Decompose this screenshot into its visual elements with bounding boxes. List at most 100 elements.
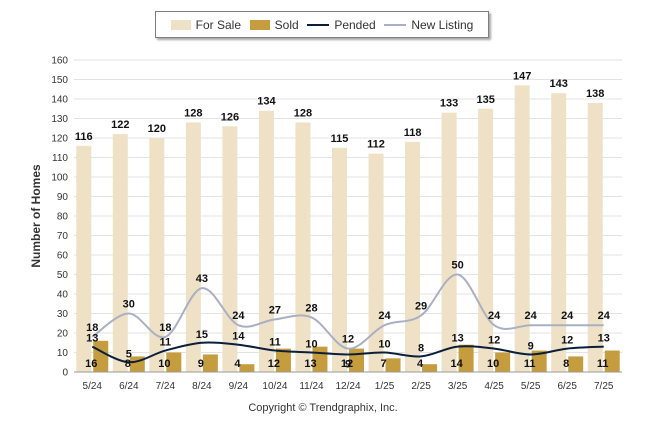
- x-tick-label: 7/25: [594, 381, 614, 392]
- x-tick-label: 6/25: [557, 381, 577, 392]
- data-label-sold: 11: [597, 358, 609, 370]
- data-label-new-listing: 24: [378, 310, 391, 322]
- legend-line-swatch: [307, 23, 330, 26]
- bar-sold: [458, 344, 474, 372]
- x-tick-label: 9/24: [229, 381, 249, 392]
- bar-sold: [166, 352, 182, 372]
- data-label-sold: 7: [380, 358, 386, 370]
- y-tick-label: 100: [51, 173, 68, 184]
- data-label-new-listing: 24: [561, 310, 574, 322]
- data-label-for-sale: 128: [294, 107, 312, 119]
- bar-for-sale: [332, 147, 347, 372]
- data-label-for-sale: 138: [586, 88, 604, 100]
- y-tick-label: 160: [51, 56, 68, 67]
- legend-item: Pended: [307, 17, 376, 32]
- data-label-pended: 9: [345, 358, 351, 370]
- data-label-for-sale: 122: [111, 119, 129, 131]
- data-label-sold: 12: [341, 358, 353, 370]
- bar-sold: [422, 364, 438, 372]
- x-tick-label: 1/25: [375, 381, 395, 392]
- data-label-pended: 15: [196, 329, 208, 341]
- y-tick-label: 110: [52, 153, 68, 164]
- legend-item: Sold: [249, 18, 299, 32]
- bar-sold: [531, 350, 547, 372]
- data-label-pended: 13: [451, 333, 463, 345]
- y-axis-ticks: 0 10 20 30 40 50 60 70 80 90 100 110 120 130 140 150 160: [51, 56, 68, 379]
- data-label-sold: 4: [234, 358, 241, 370]
- data-label-for-sale: 126: [221, 111, 239, 123]
- data-labels: 1161612281201012891264134121281311512112…: [75, 70, 611, 370]
- bar-for-sale: [551, 93, 567, 373]
- y-tick-label: 120: [51, 134, 68, 145]
- data-label-sold: 16: [85, 358, 97, 370]
- y-tick-label: 10: [57, 348, 69, 359]
- bar-sold: [239, 364, 255, 372]
- data-label-pended: 10: [305, 339, 317, 351]
- x-tick-label: 4/25: [484, 381, 504, 392]
- data-label-new-listing: 24: [488, 310, 501, 322]
- bar-for-sale: [368, 153, 384, 372]
- bar-for-sale: [295, 122, 311, 373]
- legend-item: For Sale: [170, 18, 241, 32]
- y-axis-label: Number of Homes: [29, 164, 43, 268]
- data-label-for-sale: 135: [476, 94, 494, 106]
- data-label-pended: 14: [232, 331, 245, 343]
- x-tick-label: 5/25: [521, 381, 541, 392]
- data-label-sold: 10: [487, 358, 499, 370]
- bar-sold: [568, 356, 584, 372]
- data-label-for-sale: 128: [184, 107, 202, 119]
- y-tick-label: 0: [62, 368, 68, 379]
- x-tick-label: 3/25: [448, 381, 468, 392]
- data-label-for-sale: 143: [550, 78, 568, 90]
- y-tick-label: 150: [51, 75, 68, 86]
- x-tick-label: 2/25: [411, 381, 431, 392]
- bar-for-sale: [222, 126, 238, 372]
- x-tick-label: 8/24: [192, 381, 212, 392]
- bar-for-sale: [405, 141, 421, 372]
- data-label-for-sale: 133: [440, 98, 458, 110]
- line-new-listing: [91, 273, 604, 350]
- lines: [91, 273, 604, 364]
- line-pended: [91, 341, 604, 364]
- legend-label: New Listing: [411, 17, 474, 32]
- data-label-for-sale: 120: [148, 123, 166, 135]
- bar-sold: [604, 350, 620, 372]
- data-label-new-listing: 28: [305, 302, 317, 314]
- y-tick-label: 20: [57, 329, 69, 340]
- legend-label: Pended: [334, 17, 376, 32]
- bar-for-sale: [112, 134, 128, 372]
- data-label-sold: 4: [417, 358, 424, 370]
- data-label-new-listing: 24: [232, 310, 245, 322]
- data-label-pended: 11: [160, 337, 172, 349]
- data-label-new-listing: 18: [86, 322, 98, 334]
- y-tick-label: 140: [51, 95, 68, 106]
- data-label-for-sale: 118: [404, 127, 422, 139]
- x-tick-label: 7/24: [156, 381, 176, 392]
- y-tick-label: 50: [57, 270, 69, 281]
- data-label-pended: 13: [598, 333, 610, 345]
- data-label-new-listing: 24: [525, 310, 538, 322]
- data-label-new-listing: 18: [159, 322, 171, 334]
- gridlines: [74, 59, 622, 373]
- data-label-pended: 9: [528, 340, 534, 352]
- x-tick-label: 6/24: [119, 381, 139, 392]
- data-label-new-listing: 30: [123, 299, 135, 311]
- bar-for-sale: [514, 85, 530, 372]
- x-tick-label: 5/24: [83, 381, 103, 392]
- data-label-for-sale: 112: [367, 139, 385, 151]
- data-label-pended: 8: [418, 342, 424, 354]
- y-tick-label: 30: [57, 309, 69, 320]
- data-label-pended: 13: [86, 333, 98, 345]
- data-label-sold: 11: [524, 358, 536, 370]
- bar-sold: [495, 352, 511, 372]
- data-label-pended: 11: [269, 337, 281, 349]
- data-label-pended: 5: [126, 348, 132, 360]
- bar-sold: [385, 358, 401, 372]
- x-tick-label: 11/24: [299, 381, 324, 392]
- data-label-for-sale: 116: [75, 131, 93, 143]
- legend: For Sale Sold Pended New Listing: [155, 11, 489, 38]
- data-label-new-listing: 24: [598, 310, 611, 322]
- y-tick-label: 130: [51, 114, 68, 125]
- bar-for-sale: [76, 145, 92, 372]
